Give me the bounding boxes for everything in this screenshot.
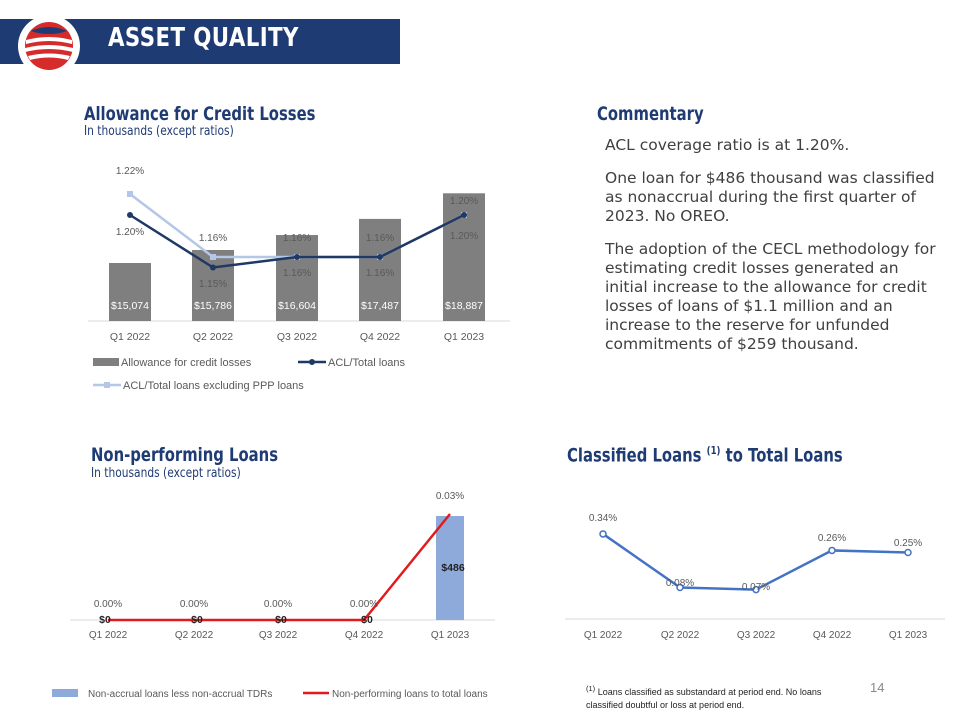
classified-label: 0.26%: [818, 533, 846, 544]
legend-marker-acl-ppp: [104, 382, 110, 388]
npl-ratio-label: 0.00%: [94, 599, 122, 610]
acl-total-marker: [461, 212, 467, 218]
legend-label-acl-total: ACL/Total loans: [328, 357, 406, 369]
legend-marker-acl-total: [309, 359, 315, 365]
acl-total-marker: [127, 212, 133, 218]
classified-x-tick: Q3 2022: [737, 630, 776, 641]
page-title: ASSET QUALITY: [108, 23, 299, 53]
npl-bar-label: $486: [441, 562, 465, 574]
acl-total-label: 1.20%: [450, 231, 478, 242]
acl-bar: [192, 249, 234, 321]
acl-bar: [109, 263, 151, 321]
acl-total-label: 1.16%: [283, 268, 311, 279]
npl-x-tick: Q3 2022: [259, 630, 298, 641]
classified-label: 0.25%: [894, 538, 922, 549]
acl-bar-label: $18,887: [445, 300, 483, 312]
acl-section-subtitle: In thousands (except ratios): [84, 124, 234, 139]
classified-label: 0.07%: [742, 582, 770, 593]
npl-ratio-line: [108, 513, 451, 622]
commentary-title: Commentary: [597, 103, 704, 125]
npl-bar: [436, 516, 464, 620]
legend-label-acl-ppp: ACL/Total loans excluding PPP loans: [123, 380, 304, 392]
acl-bar-label: $16,604: [278, 300, 316, 312]
npl-ratio-label: 0.00%: [180, 599, 208, 610]
acl-x-tick: Q1 2023: [444, 331, 484, 343]
acl-total-marker: [210, 264, 216, 271]
npl-bar-label: $0: [99, 614, 111, 626]
classified-marker: [904, 548, 912, 557]
classified-marker: [676, 583, 684, 592]
acl-ppp-marker: [210, 254, 216, 260]
classified-x-tick: Q1 2023: [889, 630, 928, 641]
legend-label-acl-bar: Allowance for credit losses: [121, 357, 252, 369]
acl-x-tick: Q3 2022: [277, 331, 317, 343]
legend-label-npl-ratio: Non-performing loans to total loans: [332, 689, 488, 700]
acl-total-label: 1.16%: [366, 268, 394, 279]
npl-ratio-label: 0.00%: [350, 599, 378, 610]
acl-x-tick: Q2 2022: [193, 331, 233, 343]
acl-total-label: 1.15%: [199, 279, 227, 290]
acl-total-marker: [294, 254, 300, 260]
acl-ppp-label: 1.22%: [116, 166, 144, 177]
acl-x-tick: Q1 2022: [110, 331, 150, 343]
commentary-body: ACL coverage ratio is at 1.20%. One loan…: [605, 136, 945, 354]
acl-total-marker: [377, 254, 383, 260]
acl-ppp-marker: [127, 191, 133, 197]
npl-ratio-label: 0.00%: [264, 599, 292, 610]
npl-bar-label: $0: [361, 614, 373, 626]
npl-bar-label: $0: [275, 614, 287, 626]
classified-x-tick: Q2 2022: [661, 630, 700, 641]
npl-section-subtitle: In thousands (except ratios): [91, 466, 241, 481]
legend-swatch-acl-bar: [93, 358, 119, 366]
npl-x-tick: Q1 2022: [89, 630, 128, 641]
acl-section-title: Allowance for Credit Losses: [84, 103, 316, 125]
acl-ppp-label: 1.20%: [450, 196, 478, 207]
npl-x-tick: Q4 2022: [345, 630, 384, 641]
flag-globe-logo: [18, 15, 80, 77]
legend-label-npl-bar: Non-accrual loans less non-accrual TDRs: [88, 689, 272, 700]
classified-marker: [752, 585, 760, 594]
acl-bar-label: $15,786: [194, 300, 232, 312]
classified-label: 0.08%: [666, 578, 694, 589]
acl-ppp-label: 1.16%: [283, 233, 311, 244]
classified-label: 0.34%: [589, 513, 617, 524]
classified-marker: [599, 530, 607, 538]
acl-total-label: 1.20%: [116, 227, 144, 238]
legend-swatch-npl-bar: [52, 689, 78, 697]
classified-marker: [828, 546, 836, 555]
classified-x-tick: Q1 2022: [584, 630, 623, 641]
classified-x-tick: Q4 2022: [813, 630, 852, 641]
page-number: 14: [870, 680, 885, 695]
commentary-paragraph: One loan for $486 thousand was classifie…: [605, 169, 935, 225]
footnote: (1) Loans classified as substandard at p…: [586, 684, 822, 710]
npl-section-title: Non-performing Loans: [91, 444, 279, 466]
commentary-paragraph: ACL coverage ratio is at 1.20%.: [605, 136, 850, 154]
npl-x-tick: Q2 2022: [175, 630, 214, 641]
acl-ppp-label: 1.16%: [366, 233, 394, 244]
classified-section-title: Classified Loans (1) to Total Loans: [567, 444, 843, 467]
acl-bar-label: $17,487: [361, 300, 399, 312]
npl-x-tick: Q1 2023: [431, 630, 470, 641]
acl-bar: [359, 218, 401, 321]
commentary-paragraph: The adoption of the CECL methodology for…: [605, 240, 936, 353]
acl-ppp-label: 1.16%: [199, 233, 227, 244]
npl-bar-label: $0: [191, 614, 203, 626]
npl-ratio-label: 0.03%: [436, 491, 464, 502]
acl-bar: [276, 235, 318, 321]
acl-bar-label: $15,074: [111, 300, 149, 312]
acl-x-tick: Q4 2022: [360, 331, 400, 343]
